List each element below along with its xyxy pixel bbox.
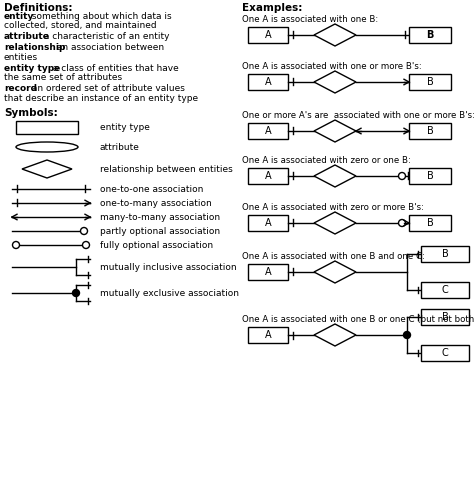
Text: B: B <box>427 126 433 136</box>
Text: One A is associated with zero or one B:: One A is associated with zero or one B: <box>242 156 411 165</box>
Text: B: B <box>427 218 433 228</box>
Text: A: A <box>264 218 271 228</box>
Bar <box>248 27 288 43</box>
Text: Symbols:: Symbols: <box>4 108 58 118</box>
Text: C: C <box>442 348 448 358</box>
Text: Examples:: Examples: <box>242 3 302 13</box>
Text: an ordered set of attribute values: an ordered set of attribute values <box>29 84 185 94</box>
Circle shape <box>73 290 80 296</box>
Polygon shape <box>314 24 356 46</box>
Text: that describe an instance of an entity type: that describe an instance of an entity t… <box>4 94 198 103</box>
Text: B: B <box>442 249 448 259</box>
Text: fully optional association: fully optional association <box>100 241 213 249</box>
Bar <box>248 264 288 280</box>
Text: B: B <box>442 312 448 322</box>
Text: attribute a characteristic of an entity: attribute a characteristic of an entity <box>4 32 173 42</box>
Text: one-to-one association: one-to-one association <box>100 185 203 194</box>
Polygon shape <box>314 261 356 283</box>
Text: A: A <box>264 126 271 136</box>
Text: one-to-many association: one-to-many association <box>100 198 212 207</box>
Text: One A is associated with zero or more B's:: One A is associated with zero or more B'… <box>242 203 424 212</box>
Text: A: A <box>264 30 271 40</box>
Bar <box>248 168 288 184</box>
Bar <box>421 246 469 262</box>
Text: attribute: attribute <box>100 143 140 151</box>
Text: something about which data is: something about which data is <box>29 12 172 21</box>
Circle shape <box>12 242 19 248</box>
Text: entity: entity <box>4 12 35 21</box>
Text: entity something about which data is: entity something about which data is <box>4 12 173 21</box>
Text: record an ordered set of attribute values: record an ordered set of attribute value… <box>4 84 189 94</box>
Bar <box>409 215 451 231</box>
Bar <box>248 215 288 231</box>
Text: C: C <box>442 285 448 295</box>
Text: relationship: relationship <box>4 44 65 52</box>
Polygon shape <box>314 324 356 346</box>
Text: relationship between entities: relationship between entities <box>100 165 233 173</box>
Circle shape <box>403 332 410 339</box>
Text: One or more A's are  associated with one or more B's:: One or more A's are associated with one … <box>242 111 474 120</box>
Bar <box>409 74 451 90</box>
Polygon shape <box>314 212 356 234</box>
Text: One A is associated with one or more B's:: One A is associated with one or more B's… <box>242 62 422 71</box>
Text: an association between: an association between <box>54 44 164 52</box>
Circle shape <box>399 220 405 226</box>
Circle shape <box>81 227 88 235</box>
Polygon shape <box>314 71 356 93</box>
Text: entity type a class of entities that have: entity type a class of entities that hav… <box>4 64 182 73</box>
Circle shape <box>399 172 405 179</box>
Text: mutually exclusive association: mutually exclusive association <box>100 289 239 297</box>
Bar <box>409 168 451 184</box>
Text: A: A <box>264 267 271 277</box>
Text: mutually inclusive association: mutually inclusive association <box>100 263 237 271</box>
Bar <box>248 74 288 90</box>
Text: the same set of attributes: the same set of attributes <box>4 74 122 82</box>
Text: A: A <box>264 77 271 87</box>
Bar <box>248 123 288 139</box>
Circle shape <box>82 242 90 248</box>
Text: a characteristic of an entity: a characteristic of an entity <box>41 32 170 42</box>
Polygon shape <box>22 160 72 178</box>
Bar <box>409 27 451 43</box>
Text: Definitions:: Definitions: <box>4 3 73 13</box>
Text: entity type: entity type <box>4 64 60 73</box>
Text: entity type: entity type <box>100 123 150 132</box>
Bar <box>421 345 469 361</box>
Text: record: record <box>4 84 37 94</box>
Bar <box>421 282 469 298</box>
Bar <box>409 123 451 139</box>
Ellipse shape <box>16 142 78 152</box>
Text: B: B <box>427 77 433 87</box>
Text: entities: entities <box>4 53 38 62</box>
Bar <box>16 122 78 134</box>
Text: One A is associated with one B:: One A is associated with one B: <box>242 15 378 24</box>
Text: A: A <box>264 171 271 181</box>
Text: collected, stored, and maintained: collected, stored, and maintained <box>4 22 156 30</box>
Text: partly optional association: partly optional association <box>100 226 220 236</box>
Text: B: B <box>426 30 434 40</box>
Text: a class of entities that have: a class of entities that have <box>50 64 178 73</box>
Text: One A is associated with one B and one C:: One A is associated with one B and one C… <box>242 252 425 261</box>
Text: relationship an association between: relationship an association between <box>4 44 168 52</box>
Polygon shape <box>314 120 356 142</box>
Text: B: B <box>427 171 433 181</box>
Text: One A is associated with one B or one C (but not both):: One A is associated with one B or one C … <box>242 315 474 324</box>
Text: many-to-many association: many-to-many association <box>100 213 220 221</box>
Text: attribute: attribute <box>4 32 50 42</box>
Polygon shape <box>314 165 356 187</box>
Bar <box>421 309 469 325</box>
Bar <box>248 327 288 343</box>
Text: A: A <box>264 330 271 340</box>
